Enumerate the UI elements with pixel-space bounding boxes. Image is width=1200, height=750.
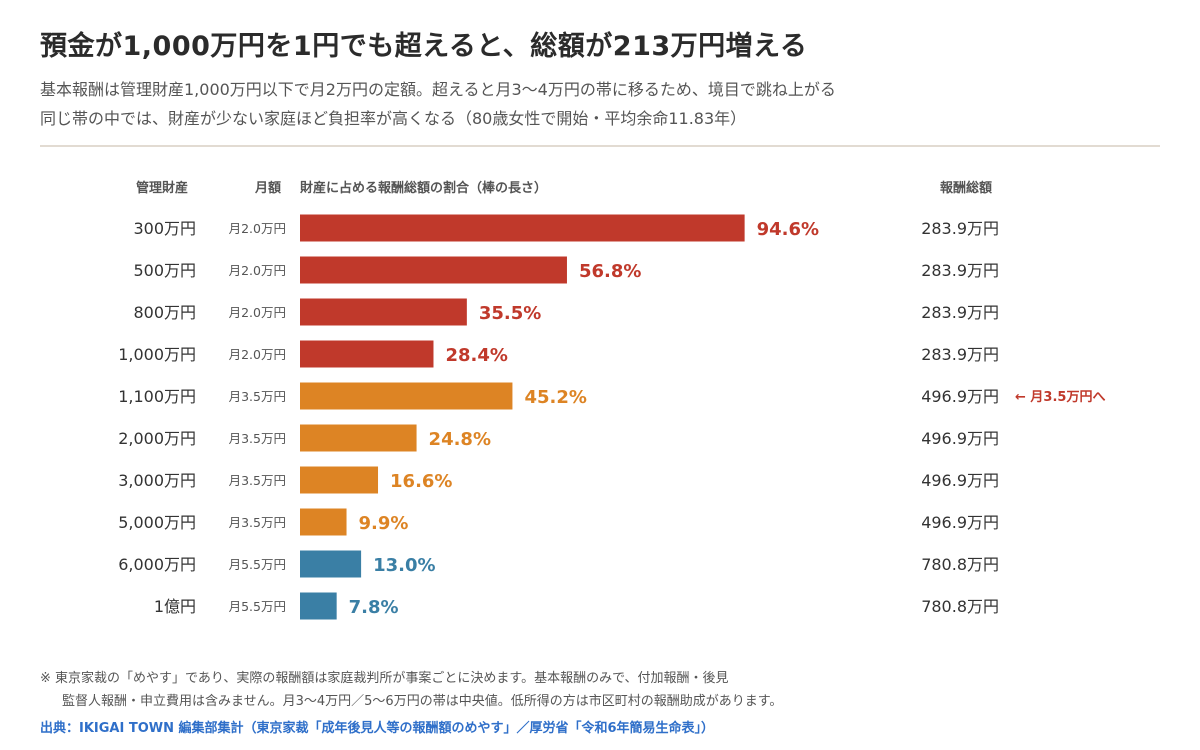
ratio-bar xyxy=(300,256,567,284)
source-credit: 出典：IKIGAI TOWN 編集部集計（東京家裁「成年後見人等の報酬額のめやす… xyxy=(40,721,715,736)
threshold-annotation: ← 月3.5万円へ xyxy=(1015,390,1105,405)
category-label: 6,000万円 xyxy=(118,555,196,574)
monthly-fee-label: 月5.5万円 xyxy=(229,599,286,614)
column-header-monthly: 月額 xyxy=(255,181,282,196)
ratio-bar xyxy=(300,424,417,452)
total-fee-label: 283.9万円 xyxy=(921,345,999,364)
subtitle-line-2: 同じ帯の中では、財産が少ない家庭ほど負担率が高くなる（80歳女性で開始・平均余命… xyxy=(40,109,747,128)
subtitle-line-1: 基本報酬は管理財産1,000万円以下で月2万円の定額。超えると月3〜4万円の帯に… xyxy=(40,80,836,99)
ratio-bar xyxy=(300,382,513,410)
value-label: 35.5% xyxy=(479,303,541,324)
monthly-fee-label: 月2.0万円 xyxy=(229,347,286,362)
category-label: 1億円 xyxy=(154,597,196,616)
total-fee-label: 780.8万円 xyxy=(921,555,999,574)
total-fee-label: 780.8万円 xyxy=(921,597,999,616)
monthly-fee-label: 月2.0万円 xyxy=(229,221,286,236)
column-header-ratio: 財産に占める報酬総額の割合（棒の長さ） xyxy=(300,181,548,196)
category-label: 2,000万円 xyxy=(118,429,196,448)
ratio-bar xyxy=(300,550,362,578)
category-label: 3,000万円 xyxy=(118,471,196,490)
total-fee-label: 283.9万円 xyxy=(921,219,999,238)
header-divider xyxy=(40,145,1160,147)
value-label: 9.9% xyxy=(359,513,409,534)
monthly-fee-label: 月2.0万円 xyxy=(229,263,286,278)
total-fee-label: 283.9万円 xyxy=(921,303,999,322)
value-label: 56.8% xyxy=(579,261,641,282)
category-label: 800万円 xyxy=(133,303,196,322)
total-fee-label: 496.9万円 xyxy=(921,387,999,406)
ratio-bar xyxy=(300,508,347,536)
value-label: 7.8% xyxy=(349,597,399,618)
page-title: 預金が1,000万円を1円でも超えると、総額が213万円増える xyxy=(40,31,808,62)
total-fee-label: 496.9万円 xyxy=(921,429,999,448)
category-label: 300万円 xyxy=(133,219,196,238)
monthly-fee-label: 月3.5万円 xyxy=(229,431,286,446)
category-label: 1,100万円 xyxy=(118,387,196,406)
monthly-fee-label: 月2.0万円 xyxy=(229,305,286,320)
column-header-assets: 管理財産 xyxy=(136,181,189,196)
monthly-fee-label: 月3.5万円 xyxy=(229,389,286,404)
monthly-fee-label: 月3.5万円 xyxy=(229,515,286,530)
category-label: 5,000万円 xyxy=(118,513,196,532)
value-label: 94.6% xyxy=(757,219,819,240)
total-fee-label: 496.9万円 xyxy=(921,471,999,490)
value-label: 24.8% xyxy=(429,429,491,450)
total-fee-label: 496.9万円 xyxy=(921,513,999,532)
column-header-total: 報酬総額 xyxy=(940,181,993,196)
footnote-line-1: ※ 東京家裁の「めやす」であり、実際の報酬額は家庭裁判所が事案ごとに決めます。基… xyxy=(40,671,729,686)
ratio-bar xyxy=(300,340,434,368)
monthly-fee-label: 月5.5万円 xyxy=(229,557,286,572)
ratio-bar xyxy=(300,298,467,326)
ratio-bar xyxy=(300,214,745,242)
total-fee-label: 283.9万円 xyxy=(921,261,999,280)
category-label: 1,000万円 xyxy=(118,345,196,364)
value-label: 28.4% xyxy=(445,345,507,366)
monthly-fee-label: 月3.5万円 xyxy=(229,473,286,488)
ratio-bar xyxy=(300,466,379,494)
value-label: 13.0% xyxy=(373,555,435,576)
category-label: 500万円 xyxy=(133,261,196,280)
ratio-bar xyxy=(300,592,337,620)
footnote-line-2: 監督人報酬・申立費用は含みません。月3〜4万円／5〜6万円の帯は中央値。低所得の… xyxy=(62,694,783,709)
value-label: 16.6% xyxy=(390,471,452,492)
value-label: 45.2% xyxy=(524,387,586,408)
